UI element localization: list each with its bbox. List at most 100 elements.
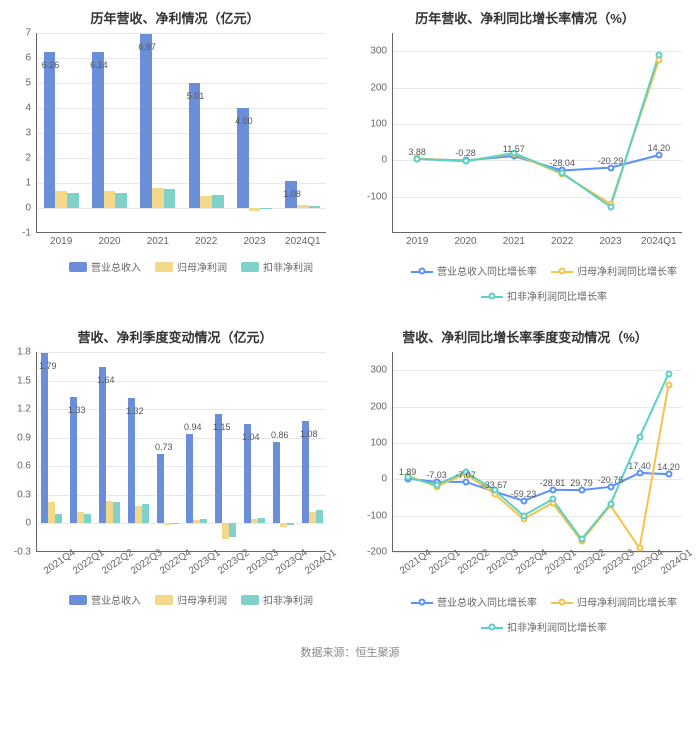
bar xyxy=(260,208,272,209)
bar xyxy=(200,196,212,209)
legend-label: 扣非净利润 xyxy=(263,259,313,274)
plot-area: -0.300.30.60.91.21.51.81.792021Q41.33202… xyxy=(36,352,326,552)
x-tick-label: 2020 xyxy=(98,232,120,247)
line-chart-annual-growth: -10001002003003.88-0.2811.57-28.04-20.29… xyxy=(354,33,696,303)
bar xyxy=(229,523,236,536)
bar xyxy=(273,442,280,524)
legend-swatch xyxy=(481,291,503,301)
panel-br: 营收、净利同比增长率季度变动情况（%） -200-10001002003001.… xyxy=(350,319,700,638)
y-tick-label: 0.3 xyxy=(17,489,37,500)
point-label: 1.89 xyxy=(399,467,417,477)
chart-grid: 历年营收、净利情况（亿元） -1012345676.2620196.242020… xyxy=(0,0,700,638)
legend-swatch xyxy=(69,262,87,272)
point-label: -28.04 xyxy=(549,158,575,168)
point-label: -20.29 xyxy=(598,156,624,166)
y-tick-label: 200 xyxy=(370,82,393,93)
data-point xyxy=(607,501,614,508)
data-point xyxy=(578,536,585,543)
data-point xyxy=(433,481,440,488)
bar xyxy=(280,523,287,527)
panel-title: 营收、净利同比增长率季度变动情况（%） xyxy=(354,327,696,346)
x-tick-label: 2022 xyxy=(551,232,573,247)
y-tick-label: 5 xyxy=(25,78,37,89)
panel-tr: 历年营收、净利同比增长率情况（%） -10001002003003.88-0.2… xyxy=(350,0,700,319)
legend: 营业总收入同比增长率 归母净利润同比增长率扣非净利润同比增长率 xyxy=(392,594,696,634)
bar xyxy=(41,353,48,523)
bar xyxy=(193,520,200,524)
legend-item: 营业总收入 xyxy=(69,259,141,274)
y-tick-label: 1 xyxy=(25,178,37,189)
legend-label: 归母净利润同比增长率 xyxy=(577,594,677,609)
bar-value-label: 6.26 xyxy=(42,60,60,70)
panel-title: 历年营收、净利情况（亿元） xyxy=(4,8,346,27)
legend-swatch xyxy=(551,266,573,276)
bar xyxy=(92,52,104,208)
y-tick-label: 200 xyxy=(370,401,393,412)
y-tick-label: 7 xyxy=(25,28,37,39)
bar xyxy=(106,501,113,524)
bar-value-label: 4.00 xyxy=(235,116,253,126)
data-point xyxy=(559,170,566,177)
legend-item: 营业总收入同比增长率 xyxy=(411,594,537,609)
bar xyxy=(128,398,135,524)
plot-area: -1012345676.2620196.2420206.9720215.0120… xyxy=(36,33,326,233)
bar xyxy=(258,518,265,524)
bar-value-label: 6.24 xyxy=(90,60,108,70)
data-point xyxy=(636,434,643,441)
legend-label: 扣非净利润同比增长率 xyxy=(507,619,607,634)
bar xyxy=(99,367,106,523)
y-tick-label: -0.3 xyxy=(14,547,37,558)
legend-item: 营业总收入 xyxy=(69,592,141,607)
bar xyxy=(309,206,321,209)
point-label: -59.23 xyxy=(511,489,537,499)
bar-value-label: 1.79 xyxy=(39,361,57,371)
point-label: -20.76 xyxy=(598,475,624,485)
legend-label: 归母净利润 xyxy=(177,592,227,607)
bar xyxy=(297,205,309,208)
bar-value-label: 1.08 xyxy=(283,189,301,199)
legend-swatch xyxy=(411,597,433,607)
legend-label: 归母净利润同比增长率 xyxy=(577,263,677,278)
legend: 营业总收入 归母净利润 扣非净利润 xyxy=(36,592,346,607)
bar xyxy=(140,34,152,208)
y-tick-label: 0 xyxy=(25,518,37,529)
bar xyxy=(212,195,224,208)
bar xyxy=(152,188,164,209)
point-label: 17.40 xyxy=(628,461,651,471)
bar xyxy=(77,512,84,523)
bar xyxy=(48,502,55,523)
bar xyxy=(287,523,294,525)
bar xyxy=(67,193,79,209)
panel-title: 营收、净利季度变动情况（亿元） xyxy=(4,327,346,346)
y-tick-label: 3 xyxy=(25,128,37,139)
bar xyxy=(55,191,67,209)
legend-swatch xyxy=(411,266,433,276)
legend-label: 扣非净利润 xyxy=(263,592,313,607)
point-label: -33.67 xyxy=(482,480,508,490)
bar xyxy=(309,512,316,523)
point-label: 3.88 xyxy=(408,147,426,157)
legend-item: 归母净利润 xyxy=(155,592,227,607)
bar xyxy=(44,52,56,209)
point-label: -7.03 xyxy=(426,470,447,480)
legend-swatch xyxy=(155,262,173,272)
bar xyxy=(55,514,62,524)
y-tick-label: 0.9 xyxy=(17,432,37,443)
bar xyxy=(171,523,178,524)
bar-chart-quarterly: -0.300.30.60.91.21.51.81.792021Q41.33202… xyxy=(4,352,346,607)
legend-swatch xyxy=(69,595,87,605)
data-point xyxy=(665,381,672,388)
bar-chart-annual: -1012345676.2620196.2420206.9720215.0120… xyxy=(4,33,346,274)
data-point xyxy=(665,370,672,377)
bar xyxy=(164,189,176,208)
point-label: 11.57 xyxy=(503,144,525,154)
bar-value-label: 1.15 xyxy=(213,422,231,432)
bar xyxy=(157,454,164,524)
bar xyxy=(164,523,171,525)
bar xyxy=(113,502,120,523)
bar xyxy=(251,519,258,524)
bar-value-label: 0.73 xyxy=(155,442,173,452)
bar xyxy=(189,83,201,208)
data-point xyxy=(520,512,527,519)
legend-swatch xyxy=(481,622,503,632)
